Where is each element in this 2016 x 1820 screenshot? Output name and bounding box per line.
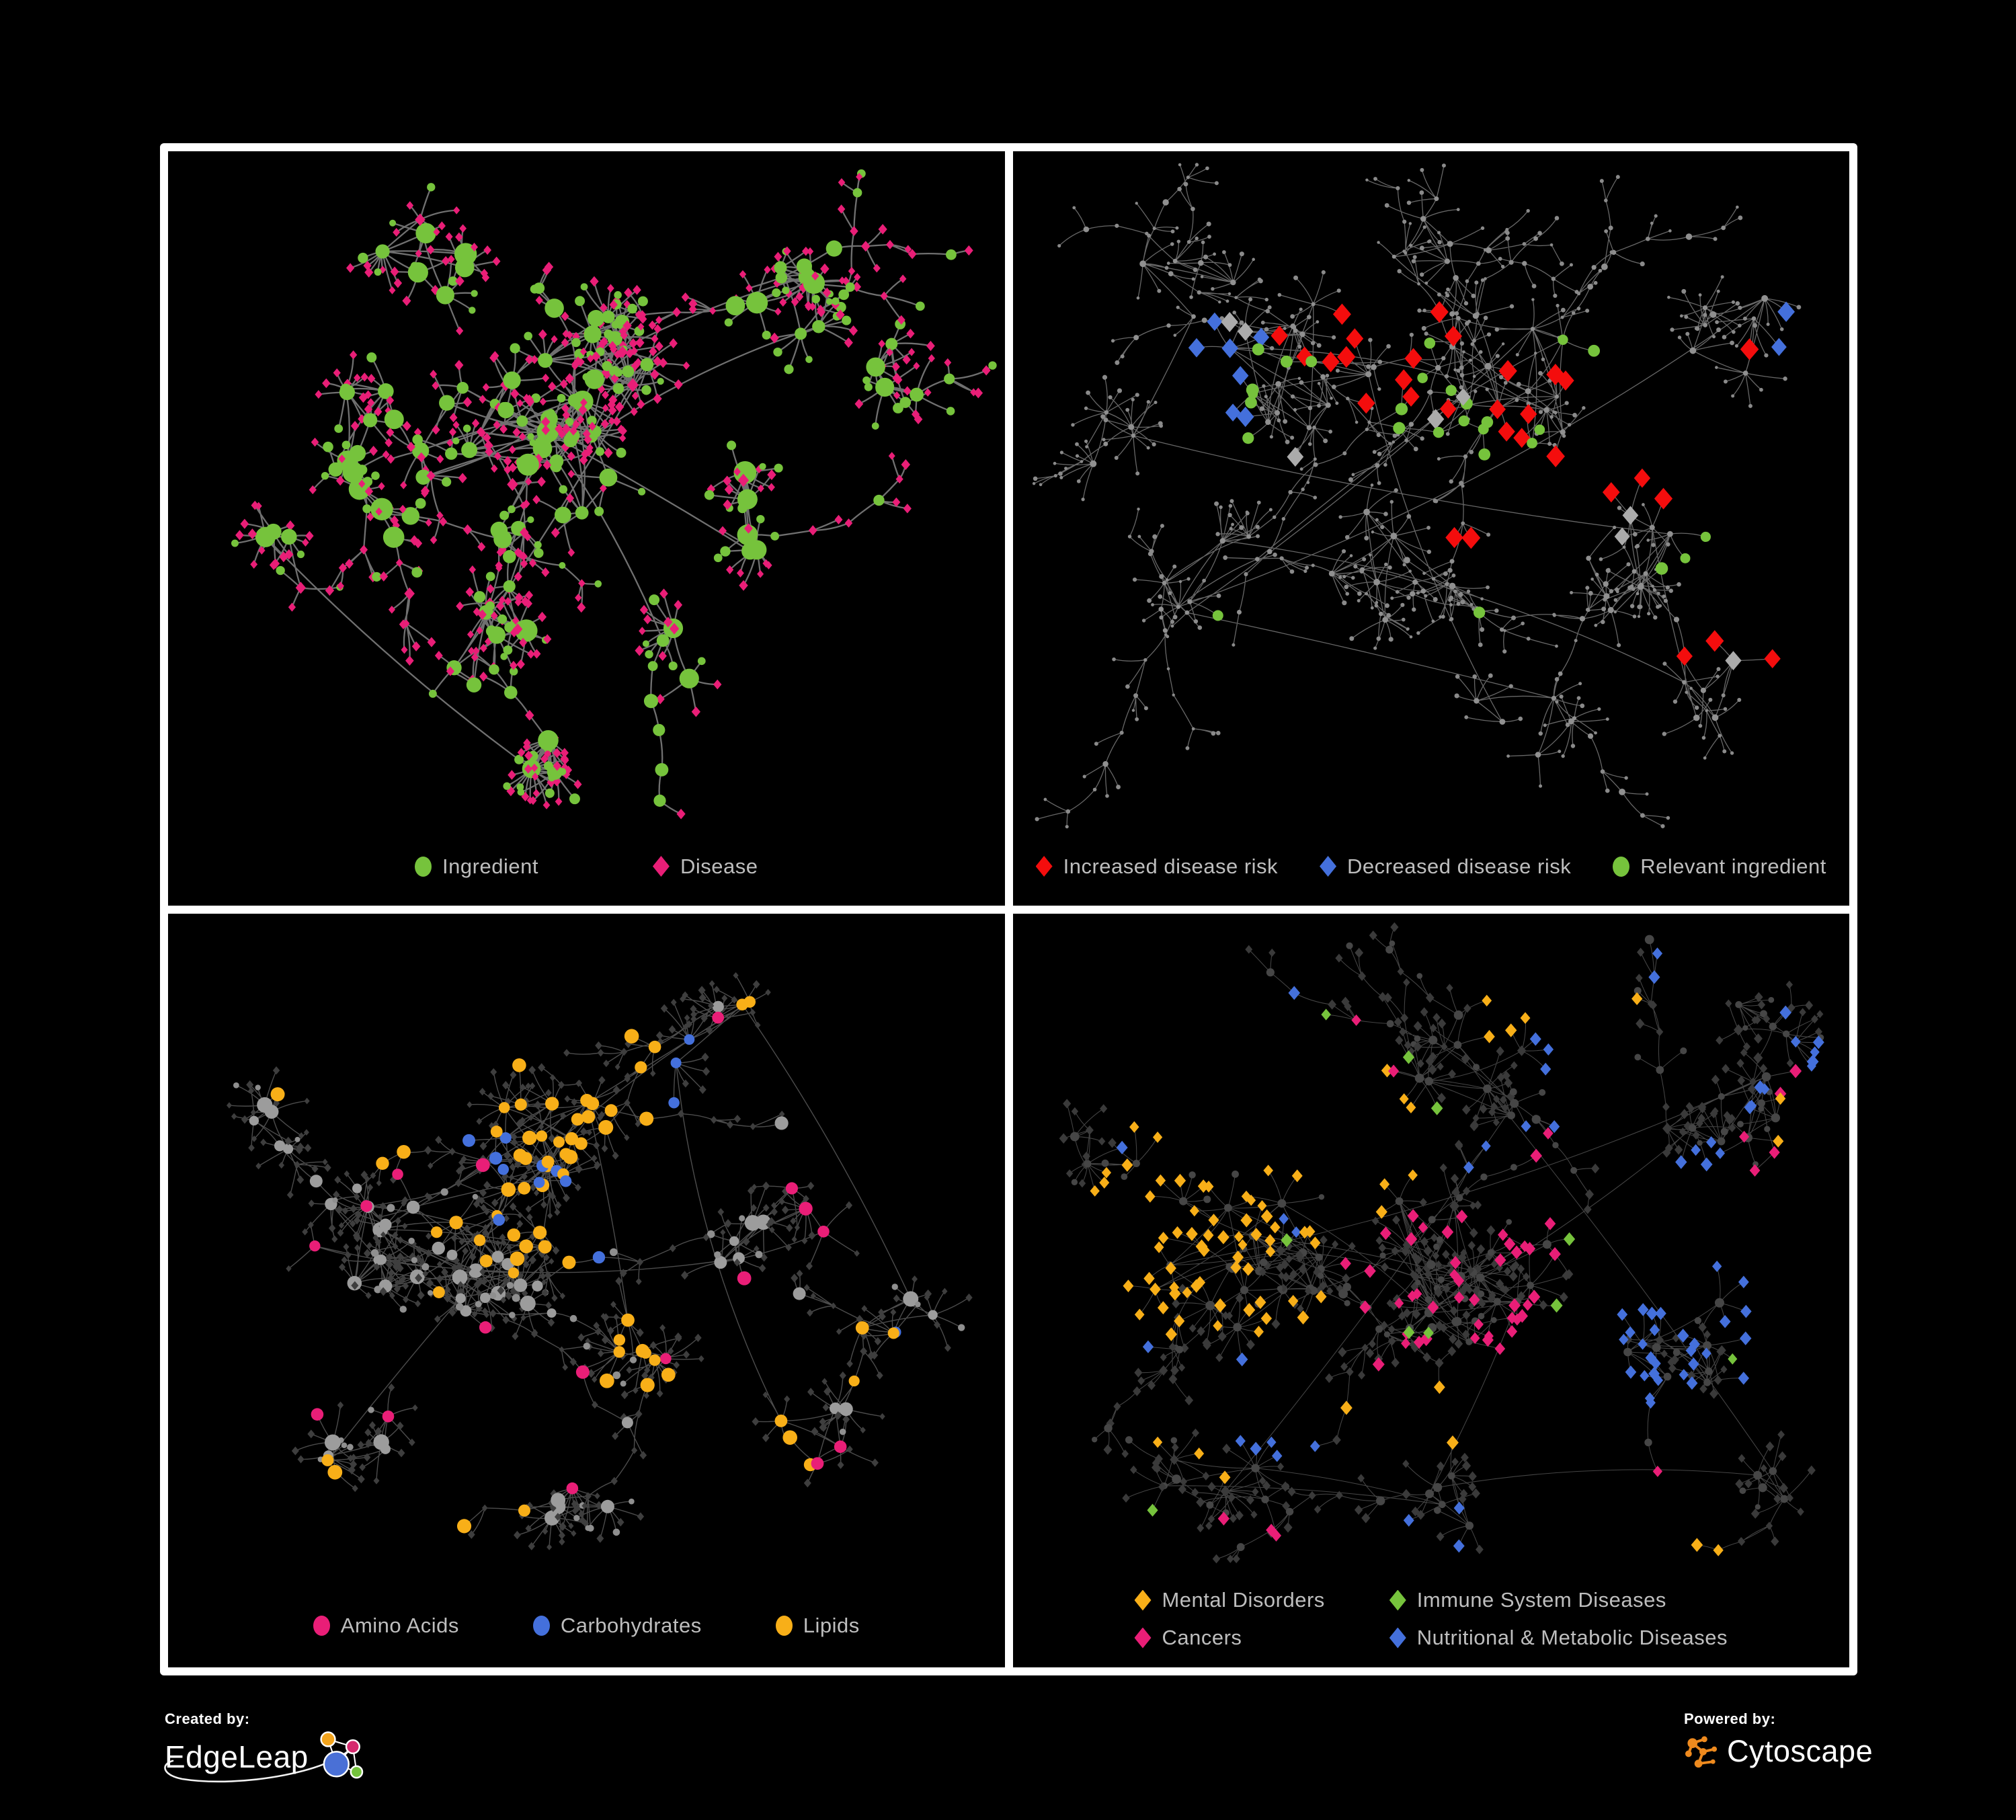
legend-marker-circle-icon xyxy=(532,1616,550,1636)
legend-marker-circle-icon xyxy=(775,1616,793,1636)
powered-by-label: Powered by: xyxy=(1684,1710,1776,1727)
ingredient-disease-network-svg xyxy=(231,169,997,820)
network-panel-disease-categories: Mental Disorders Immune System Diseases Ca… xyxy=(1012,913,1849,1667)
legend-item: Mental Disorders xyxy=(1134,1588,1324,1612)
legend-item: Immune System Diseases xyxy=(1389,1588,1728,1612)
created-by-label: Created by: xyxy=(165,1710,250,1727)
legend-label: Nutritional & Metabolic Diseases xyxy=(1416,1626,1728,1649)
edgeleap-brand-row: EdgeLeap xyxy=(165,1727,368,1788)
legend-item: Decreased disease risk xyxy=(1320,855,1571,879)
edgeleap-logo-icon xyxy=(320,1731,364,1779)
network-highlight-nodes xyxy=(1188,301,1795,670)
disease-risk-legend: Increased disease risk Decreased disease … xyxy=(1013,855,1850,879)
legend-marker-diamond-icon xyxy=(1389,1627,1406,1649)
legend-label: Mental Disorders xyxy=(1162,1588,1325,1612)
disease-categories-network-svg xyxy=(1059,922,1824,1563)
legend-marker-diamond-icon xyxy=(1035,856,1053,877)
legend-item: Cancers xyxy=(1134,1626,1324,1650)
edgeleap-wordmark: EdgeLeap xyxy=(165,1739,309,1774)
disease-categories-legend: Mental Disorders Immune System Diseases Ca… xyxy=(1134,1588,1728,1650)
legend-marker-diamond-icon xyxy=(1134,1627,1152,1649)
panel-grid: Ingredient Disease Increased disease risk… xyxy=(160,143,1857,1675)
legend-item: Lipids xyxy=(775,1614,860,1638)
legend-label: Increased disease risk xyxy=(1063,854,1279,878)
ingredient-disease-legend: Ingredient Disease xyxy=(168,855,1005,879)
network-highlight-nodes xyxy=(270,995,901,1533)
legend-label: Cancers xyxy=(1162,1626,1242,1649)
legend-item: Disease xyxy=(652,854,758,879)
cytoscape-brand-row: Cytoscape xyxy=(1684,1732,1966,1771)
network-nodes xyxy=(226,972,973,1550)
created-by-block: Created by: EdgeLeap xyxy=(164,1710,568,1818)
legend-marker-diamond-icon xyxy=(1134,1589,1152,1611)
legend-label: Lipids xyxy=(803,1614,860,1637)
legend-label: Carbohydrates xyxy=(560,1614,702,1637)
legend-label: Immune System Diseases xyxy=(1416,1588,1666,1612)
powered-by-block: Powered by: Cytoscape xyxy=(1684,1710,1966,1805)
legend-marker-diamond-icon xyxy=(652,856,670,877)
cytoscape-logo-icon xyxy=(1685,1736,1718,1768)
legend-marker-diamond-icon xyxy=(1389,1589,1406,1611)
network-nodes xyxy=(1059,922,1824,1563)
legend-label: Decreased disease risk xyxy=(1347,854,1572,878)
legend-label: Ingredient xyxy=(442,854,538,878)
cytoscape-wordmark: Cytoscape xyxy=(1727,1734,1873,1768)
legend-label: Relevant ingredient xyxy=(1640,854,1826,878)
legend-item: Amino Acids xyxy=(313,1614,459,1638)
legend-marker-diamond-icon xyxy=(1320,856,1337,877)
network-nodes xyxy=(231,169,997,820)
legend-label: Disease xyxy=(680,854,758,878)
nutrient-classes-network-svg xyxy=(226,972,973,1550)
network-panel-nutrient-classes: Amino Acids Carbohydrates Lipids xyxy=(168,913,1005,1667)
legend-item: Increased disease risk xyxy=(1035,854,1279,879)
legend-item: Relevant ingredient xyxy=(1613,855,1826,879)
legend-item: Nutritional & Metabolic Diseases xyxy=(1389,1626,1728,1650)
legend-item: Ingredient xyxy=(415,855,538,879)
network-nodes xyxy=(1032,163,1801,829)
network-panel-disease-risk: Increased disease risk Decreased disease … xyxy=(1012,151,1850,906)
disease-risk-network-svg xyxy=(1032,163,1801,829)
legend-label: Amino Acids xyxy=(340,1614,459,1637)
legend-marker-circle-icon xyxy=(1613,856,1630,877)
nutrient-classes-legend: Amino Acids Carbohydrates Lipids xyxy=(168,1614,1005,1638)
network-highlight-nodes xyxy=(1089,947,1824,1556)
legend-marker-circle-icon xyxy=(415,856,432,877)
network-panel-ingredient-disease: Ingredient Disease xyxy=(168,151,1005,906)
legend-item: Carbohydrates xyxy=(532,1614,702,1638)
legend-marker-circle-icon xyxy=(313,1616,330,1636)
network-edges xyxy=(1033,164,1799,827)
